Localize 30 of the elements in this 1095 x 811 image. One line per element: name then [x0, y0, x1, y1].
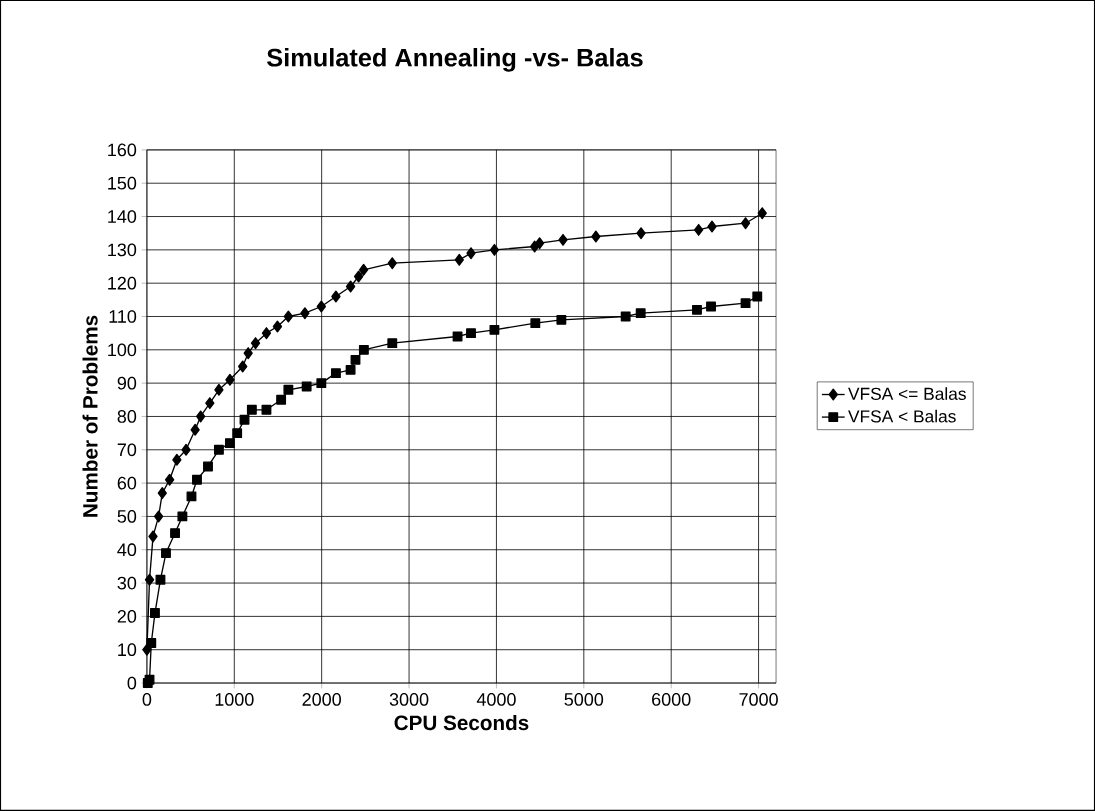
y-tick-label: 80 — [117, 410, 137, 423]
y-tick-label: 110 — [109, 310, 137, 323]
chart-title: Simulated Annealing -vs- Balas — [267, 48, 643, 72]
y-tick-label: 20 — [117, 610, 137, 623]
y-tick-label: 50 — [117, 510, 137, 523]
x-tick-label: 4000 — [476, 693, 516, 706]
legend-label: VFSA < Balas — [848, 409, 956, 423]
x-tick-label: 2000 — [302, 693, 341, 706]
y-tick-label: 130 — [108, 243, 137, 257]
x-tick-label: 7000 — [739, 693, 778, 706]
y-tick-label: 60 — [117, 476, 137, 490]
x-tick-label: 6000 — [652, 693, 691, 706]
y-tick-label: 160 — [108, 143, 137, 157]
y-tick-label: 90 — [117, 376, 137, 390]
y-tick-label: 150 — [108, 176, 137, 190]
y-tick-label: 40 — [117, 543, 137, 557]
x-axis-title: CPU Seconds — [394, 715, 529, 731]
y-tick-label: 10 — [118, 643, 137, 657]
y-tick-label: 0 — [127, 676, 137, 690]
x-tick-label: 5000 — [564, 693, 604, 706]
x-tick-label: 1000 — [215, 693, 254, 706]
legend-label: VFSA <= Balas — [848, 387, 966, 400]
x-tick-label: 3000 — [389, 693, 429, 706]
y-tick-label: 100 — [108, 343, 137, 357]
y-tick-label: 70 — [117, 443, 137, 457]
y-axis-title: Number of Problems — [82, 315, 98, 517]
y-tick-label: 120 — [108, 276, 137, 290]
y-tick-label: 30 — [117, 576, 137, 590]
x-tick-label: 0 — [142, 693, 152, 706]
y-tick-label: 140 — [108, 210, 137, 223]
